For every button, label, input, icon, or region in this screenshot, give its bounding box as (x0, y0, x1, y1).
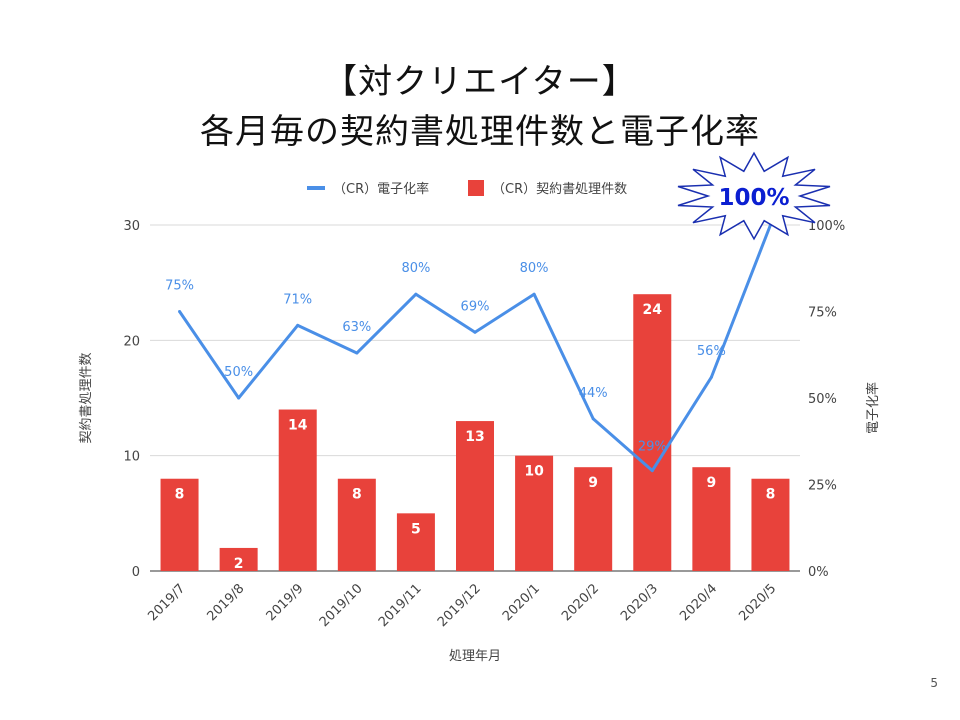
x-tick-label: 2019/8 (205, 581, 248, 624)
bar (160, 478, 199, 571)
slide-title-line2: 各月毎の契約書処理件数と電子化率 (200, 112, 760, 152)
line-point (355, 351, 359, 355)
line-point (709, 375, 713, 379)
bar (751, 478, 790, 571)
bar (337, 478, 376, 571)
line-value-label: 80% (401, 261, 430, 276)
line-value-label: 50% (224, 365, 253, 380)
bar-value-label: 24 (643, 302, 663, 318)
line-point (473, 330, 477, 334)
bar-value-label: 9 (706, 475, 716, 491)
line-point (296, 323, 300, 327)
x-tick-label: 2019/10 (317, 581, 366, 630)
bar (633, 294, 672, 571)
line-value-label: 56% (697, 344, 726, 359)
line-point (591, 417, 595, 421)
y2-tick-label: 75% (808, 306, 837, 321)
bar (692, 467, 731, 571)
y-axis-title: 契約書処理件数 (79, 352, 94, 443)
y-tick-label: 20 (123, 334, 140, 349)
x-tick-label: 2019/7 (145, 581, 188, 624)
bar-value-label: 9 (588, 475, 598, 491)
y-tick-label: 10 (123, 450, 140, 465)
y2-axis-title: 電子化率 (865, 382, 881, 434)
line-point (650, 469, 654, 473)
y2-tick-label: 25% (808, 479, 837, 494)
y-tick-label: 30 (123, 219, 140, 234)
line-point (532, 292, 536, 296)
x-tick-label: 2020/5 (736, 581, 779, 624)
x-tick-label: 2019/11 (376, 581, 425, 630)
x-tick-label: 2019/9 (264, 581, 307, 624)
line-point (237, 396, 241, 400)
line-point (414, 292, 418, 296)
line-point (178, 310, 182, 313)
bar-value-label: 8 (352, 487, 362, 503)
legend-bar-label: （CR）契約書処理件数 (492, 182, 627, 197)
line-value-label: 63% (342, 320, 371, 335)
line-value-label: 75% (165, 279, 194, 294)
callout-label: 100% (718, 185, 789, 211)
bar-value-label: 8 (766, 487, 776, 503)
page-number: 5 (930, 676, 938, 690)
bar (396, 513, 435, 571)
x-tick-label: 2019/12 (435, 581, 484, 630)
bar-value-label: 8 (175, 487, 185, 503)
bar-value-label: 10 (524, 464, 544, 480)
legend-line-label: （CR）電子化率 (333, 181, 429, 197)
bar (574, 467, 613, 571)
line-value-label: 29% (638, 440, 667, 455)
legend-bar-swatch (468, 180, 484, 196)
x-axis-title: 処理年月 (449, 649, 501, 664)
bar (456, 421, 494, 571)
bar-value-label: 2 (234, 556, 244, 572)
y2-tick-label: 50% (808, 392, 837, 407)
line-value-label: 80% (520, 261, 549, 276)
y2-tick-label: 0% (808, 565, 829, 580)
bar-value-label: 5 (411, 521, 421, 537)
x-tick-label: 2020/2 (559, 581, 602, 624)
y2-tick-label: 100% (808, 219, 845, 234)
x-tick-label: 2020/1 (500, 581, 543, 624)
line-value-label: 69% (461, 299, 490, 314)
bar (278, 409, 317, 571)
x-tick-label: 2020/4 (677, 581, 720, 624)
bar-value-label: 13 (465, 429, 484, 445)
bar (515, 455, 554, 571)
callout-starburst (677, 151, 831, 241)
slide-title-line1: 【対クリエイター】 (323, 62, 637, 102)
x-tick-label: 2020/3 (618, 581, 661, 624)
bar (219, 547, 258, 571)
bar-value-label: 14 (288, 418, 308, 434)
y-tick-label: 0 (132, 565, 140, 580)
line-value-label: 71% (283, 292, 312, 307)
line-value-label: 44% (579, 386, 608, 401)
